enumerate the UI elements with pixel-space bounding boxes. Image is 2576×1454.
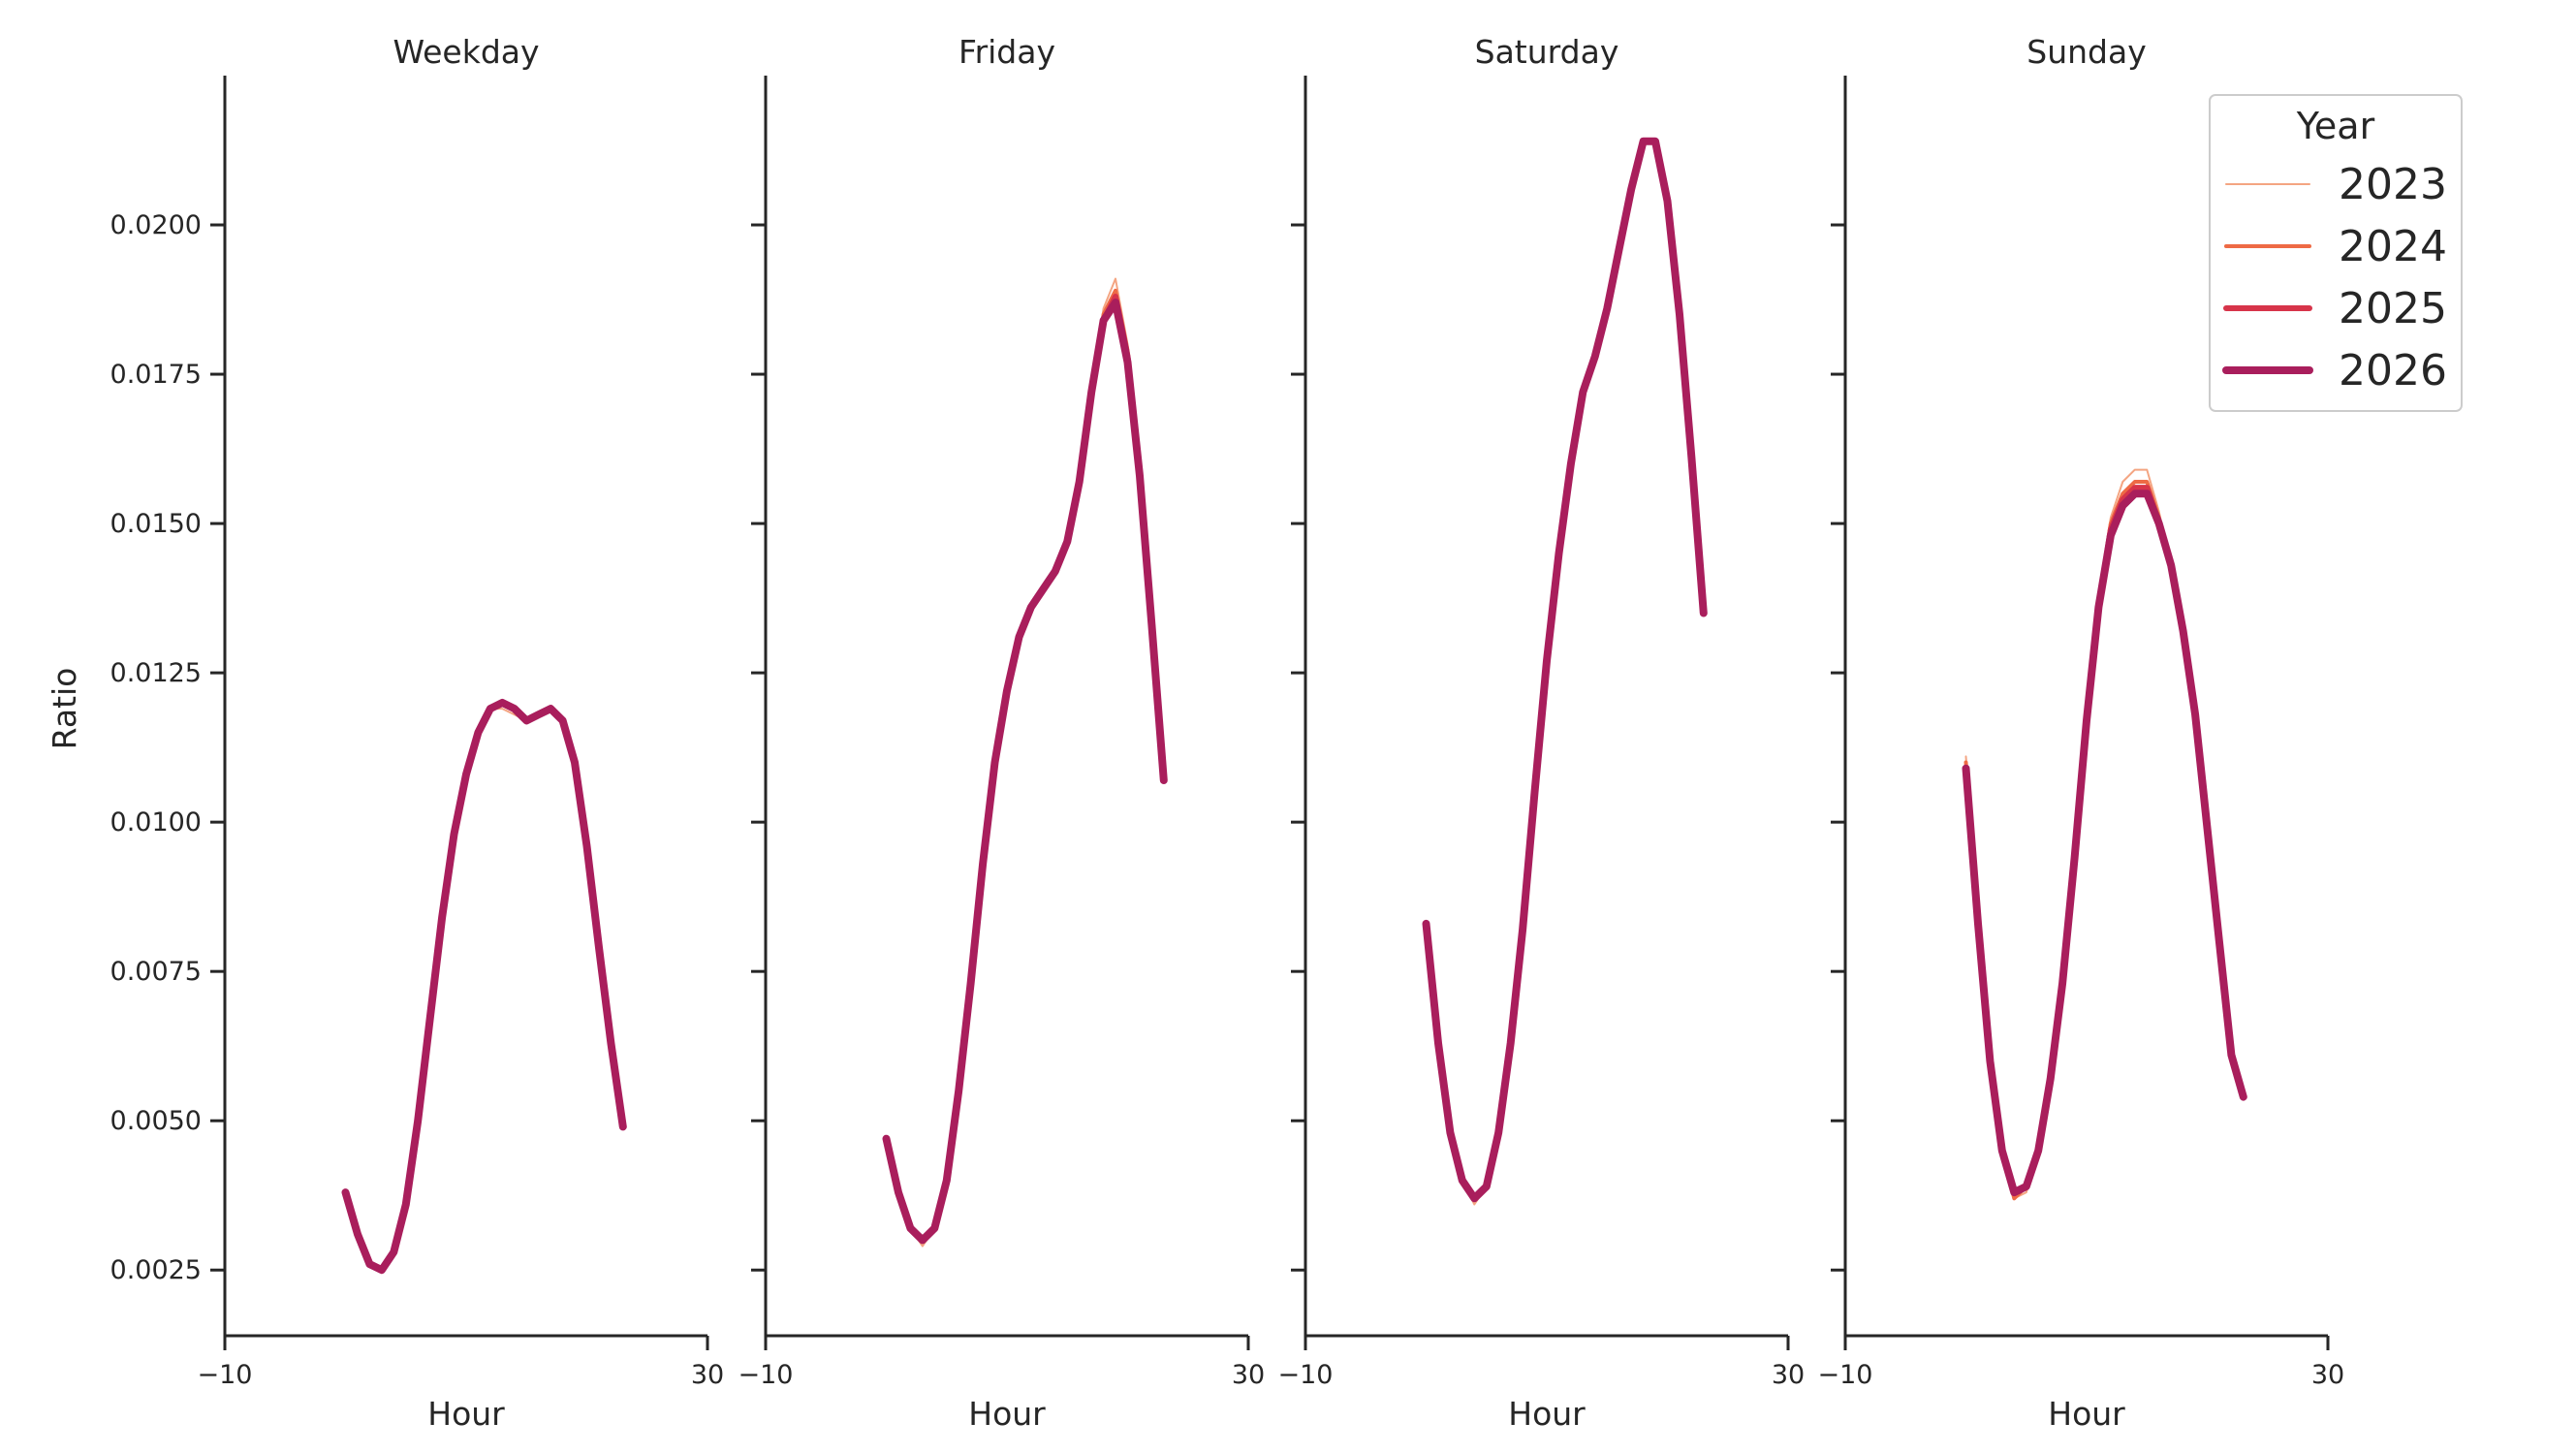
legend: Year 2023 2024 2025 2026 bbox=[2209, 94, 2463, 412]
series-line-2024 bbox=[1424, 139, 1706, 1201]
series-line-2026 bbox=[1422, 137, 1708, 1203]
x-axis-label: Hour bbox=[968, 1395, 1046, 1433]
x-axis-label: Hour bbox=[2048, 1395, 2125, 1433]
legend-title: Year bbox=[2296, 105, 2375, 147]
legend-label-2026: 2026 bbox=[2339, 346, 2447, 395]
series-line-2025 bbox=[883, 294, 1167, 1244]
y-tick-label: 0.0025 bbox=[110, 1255, 202, 1285]
panel-weekday: Weekday 0.0025 0.0050 0.0075 0.0100 0.0125 0.0… bbox=[110, 33, 725, 1433]
panels: Weekday 0.0025 0.0050 0.0075 0.0100 0.0125 0.0… bbox=[110, 33, 2345, 1433]
y-tick-label: 0.0125 bbox=[110, 658, 202, 688]
x-tick-label: 30 bbox=[1772, 1360, 1805, 1390]
series-line-2024 bbox=[884, 288, 1166, 1243]
legend-label-2024: 2024 bbox=[2339, 222, 2447, 271]
x-tick-label: 30 bbox=[691, 1360, 724, 1390]
x-tick-label: 30 bbox=[2311, 1360, 2344, 1390]
y-tick-label: 0.0050 bbox=[110, 1106, 202, 1136]
series-line-2025 bbox=[1423, 138, 1707, 1202]
series-line-2026 bbox=[1962, 490, 2247, 1197]
y-tick-label: 0.0175 bbox=[110, 360, 202, 390]
x-axis-label: Hour bbox=[427, 1395, 505, 1433]
panel-saturday: Saturday −10 30 Hour bbox=[1278, 33, 1806, 1433]
x-tick-label: −10 bbox=[1818, 1360, 1873, 1390]
y-tick-label: 0.0075 bbox=[110, 957, 202, 987]
panel-title: Saturday bbox=[1475, 33, 1619, 71]
panel-title: Sunday bbox=[2026, 33, 2146, 71]
legend-frame bbox=[2209, 94, 2463, 412]
y-axis-label: Ratio bbox=[46, 668, 83, 750]
x-tick-label: −10 bbox=[198, 1360, 253, 1390]
x-tick-label: −10 bbox=[738, 1360, 794, 1390]
legend-label-2025: 2025 bbox=[2339, 284, 2447, 333]
series-line-2026 bbox=[882, 299, 1168, 1245]
x-tick-label: −10 bbox=[1278, 1360, 1334, 1390]
y-tick-label: 0.0200 bbox=[110, 210, 202, 240]
series-line-2023 bbox=[885, 277, 1165, 1248]
panel-sunday: Sunday −10 30 Hour bbox=[1818, 33, 2345, 1433]
panel-title: Weekday bbox=[393, 33, 539, 71]
series-line-2026 bbox=[341, 698, 627, 1275]
y-tick-label: 0.0100 bbox=[110, 807, 202, 838]
panel-friday: Friday −10 30 Hour bbox=[738, 33, 1266, 1433]
series-line-2023 bbox=[1425, 140, 1705, 1206]
y-tick-label: 0.0150 bbox=[110, 509, 202, 539]
panel-title: Friday bbox=[958, 33, 1055, 71]
x-axis-label: Hour bbox=[1508, 1395, 1586, 1433]
x-tick-label: 30 bbox=[1232, 1360, 1265, 1390]
legend-label-2023: 2023 bbox=[2339, 160, 2447, 209]
